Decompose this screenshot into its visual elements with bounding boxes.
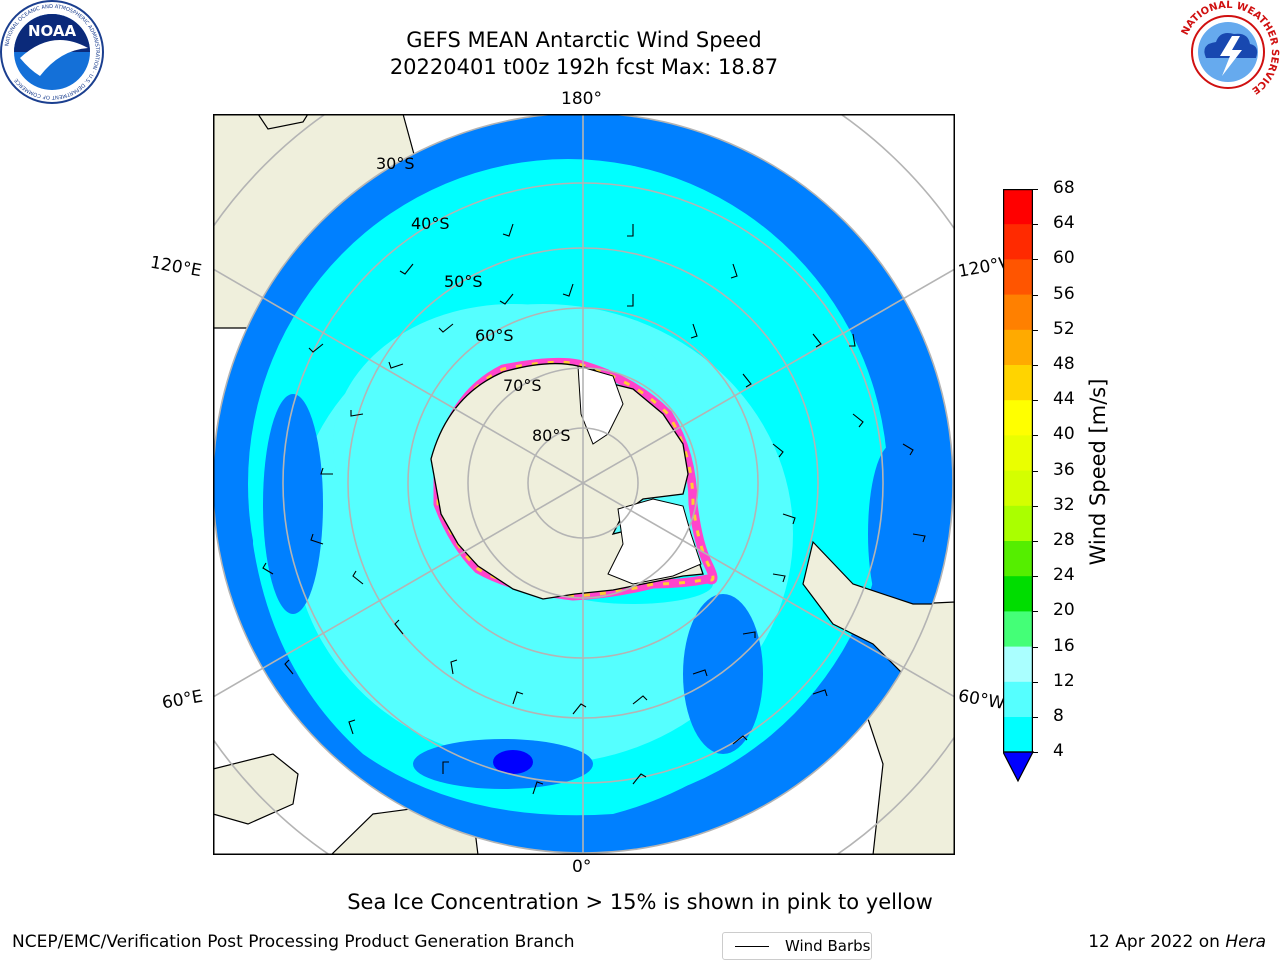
- colorbar-tick-mark: [1033, 681, 1038, 683]
- colorbar: [1002, 189, 1035, 787]
- colorbar-tick-label: 36: [1053, 459, 1075, 480]
- colorbar-extend-arrow: [1002, 751, 1034, 783]
- map-title: GEFS MEAN Antarctic Wind Speed: [406, 28, 762, 52]
- map-legend: Wind Barbs: [722, 932, 872, 960]
- footer-host: Hera: [1225, 932, 1266, 952]
- colorbar-tick-mark: [1033, 611, 1038, 613]
- colorbar-tick-mark: [1033, 400, 1038, 402]
- colorbar-tick-label: 16: [1053, 635, 1075, 656]
- wind-barbs: [262, 223, 926, 795]
- map-frame: [213, 114, 955, 855]
- colorbar-tick-mark: [1033, 259, 1038, 261]
- colorbar-tick-mark: [1033, 435, 1038, 437]
- colorbar-bin: [1003, 611, 1033, 648]
- colorbar-bin: [1003, 470, 1033, 507]
- colorbar-tick-mark: [1033, 541, 1038, 542]
- noaa-logo: NOAA NATIONAL OCEANIC AND ATMOSPHERIC AD…: [0, 0, 104, 104]
- colorbar-bin: [1003, 224, 1033, 260]
- colorbar-tick-label: 44: [1053, 389, 1075, 410]
- colorbar-tick-mark: [1033, 365, 1038, 366]
- colorbar-tick-label: 28: [1053, 530, 1075, 550]
- wind-barb-legend-line: [735, 945, 769, 947]
- colorbar-bin: [1003, 576, 1033, 612]
- colorbar-tick-label: 48: [1053, 354, 1075, 374]
- colorbar-tick-mark: [1033, 294, 1038, 296]
- footer-date-text: 12 Apr 2022 on: [1088, 932, 1226, 952]
- colorbar-tick-label: 8: [1053, 706, 1064, 726]
- colorbar-tick-label: 68: [1053, 178, 1075, 198]
- lon-label-120e: 120°E: [148, 252, 204, 282]
- lat-label-80s: 80°S: [532, 426, 571, 445]
- lat-label-60s: 60°S: [475, 326, 514, 345]
- colorbar-bin: [1003, 717, 1033, 753]
- colorbar-tick-mark: [1033, 470, 1038, 472]
- colorbar-bin: [1003, 435, 1033, 472]
- colorbar-swatches: [1002, 189, 1034, 783]
- colorbar-tick-label: 40: [1053, 424, 1075, 445]
- colorbar-tick-mark: [1033, 576, 1038, 578]
- colorbar-tick-mark: [1033, 752, 1038, 754]
- colorbar-tick-label: 56: [1053, 283, 1075, 304]
- map-subtitle: 20220401 t00z 192h fcst Max: 18.87: [389, 55, 779, 79]
- colorbar-label: Wind Speed [m/s]: [1086, 378, 1110, 566]
- graticule: [213, 114, 955, 855]
- colorbar-bin: [1003, 329, 1033, 366]
- lon-label-60e: 60°E: [160, 686, 205, 714]
- polar-map: 30°S 40°S 50°S 60°S 70°S 80°S: [213, 114, 955, 855]
- colorbar-bin: [1003, 505, 1033, 542]
- lon-label-60w: 60°W: [956, 686, 1007, 714]
- colorbar-bin: [1003, 259, 1033, 296]
- colorbar-bin: [1003, 400, 1033, 436]
- lat-label-30s: 30°S: [376, 154, 415, 173]
- colorbar-tick-label: 64: [1053, 213, 1075, 234]
- footer-date: 12 Apr 2022 on Hera: [1088, 932, 1266, 952]
- lon-label-180: 180°: [561, 89, 602, 109]
- colorbar-tick-label: 12: [1053, 670, 1075, 691]
- lat-label-50s: 50°S: [444, 272, 483, 291]
- colorbar-tick-label: 24: [1053, 565, 1075, 586]
- colorbar-tick-mark: [1033, 329, 1038, 331]
- lat-label-40s: 40°S: [411, 214, 450, 233]
- colorbar-tick-label: 32: [1053, 494, 1075, 515]
- colorbar-bin: [1003, 541, 1033, 577]
- lon-label-0: 0°: [572, 857, 592, 877]
- colorbar-frame: [1003, 189, 1033, 753]
- map-panel: 30°S 40°S 50°S 60°S 70°S 80°S Wind Barbs: [213, 114, 955, 960]
- colorbar-bin: [1003, 681, 1033, 718]
- colorbar-tick-label: 60: [1053, 248, 1075, 269]
- sea-ice-caption: Sea Ice Concentration > 15% is shown in …: [347, 890, 933, 914]
- colorbar-bin: [1003, 646, 1033, 683]
- colorbar-tick-label: 52: [1053, 318, 1075, 339]
- colorbar-tick-label: 20: [1053, 600, 1075, 621]
- colorbar-tick-label: 4: [1053, 741, 1064, 762]
- colorbar-tick-mark: [1033, 189, 1038, 190]
- colorbar-tick-mark: [1033, 717, 1038, 718]
- lat-label-70s: 70°S: [503, 376, 542, 395]
- colorbar-bin: [1003, 189, 1033, 225]
- noaa-text: NOAA: [28, 22, 77, 40]
- footer-credit: NCEP/EMC/Verification Post Processing Pr…: [12, 932, 575, 952]
- nws-logo: NATIONAL WEATHER SERVICE: [1176, 0, 1280, 104]
- colorbar-tick-mark: [1033, 646, 1038, 648]
- colorbar-tick-mark: [1033, 224, 1038, 226]
- colorbar-bin: [1003, 365, 1033, 401]
- colorbar-bin: [1003, 294, 1033, 331]
- colorbar-tick-mark: [1033, 505, 1038, 507]
- legend-label: Wind Barbs: [785, 937, 871, 955]
